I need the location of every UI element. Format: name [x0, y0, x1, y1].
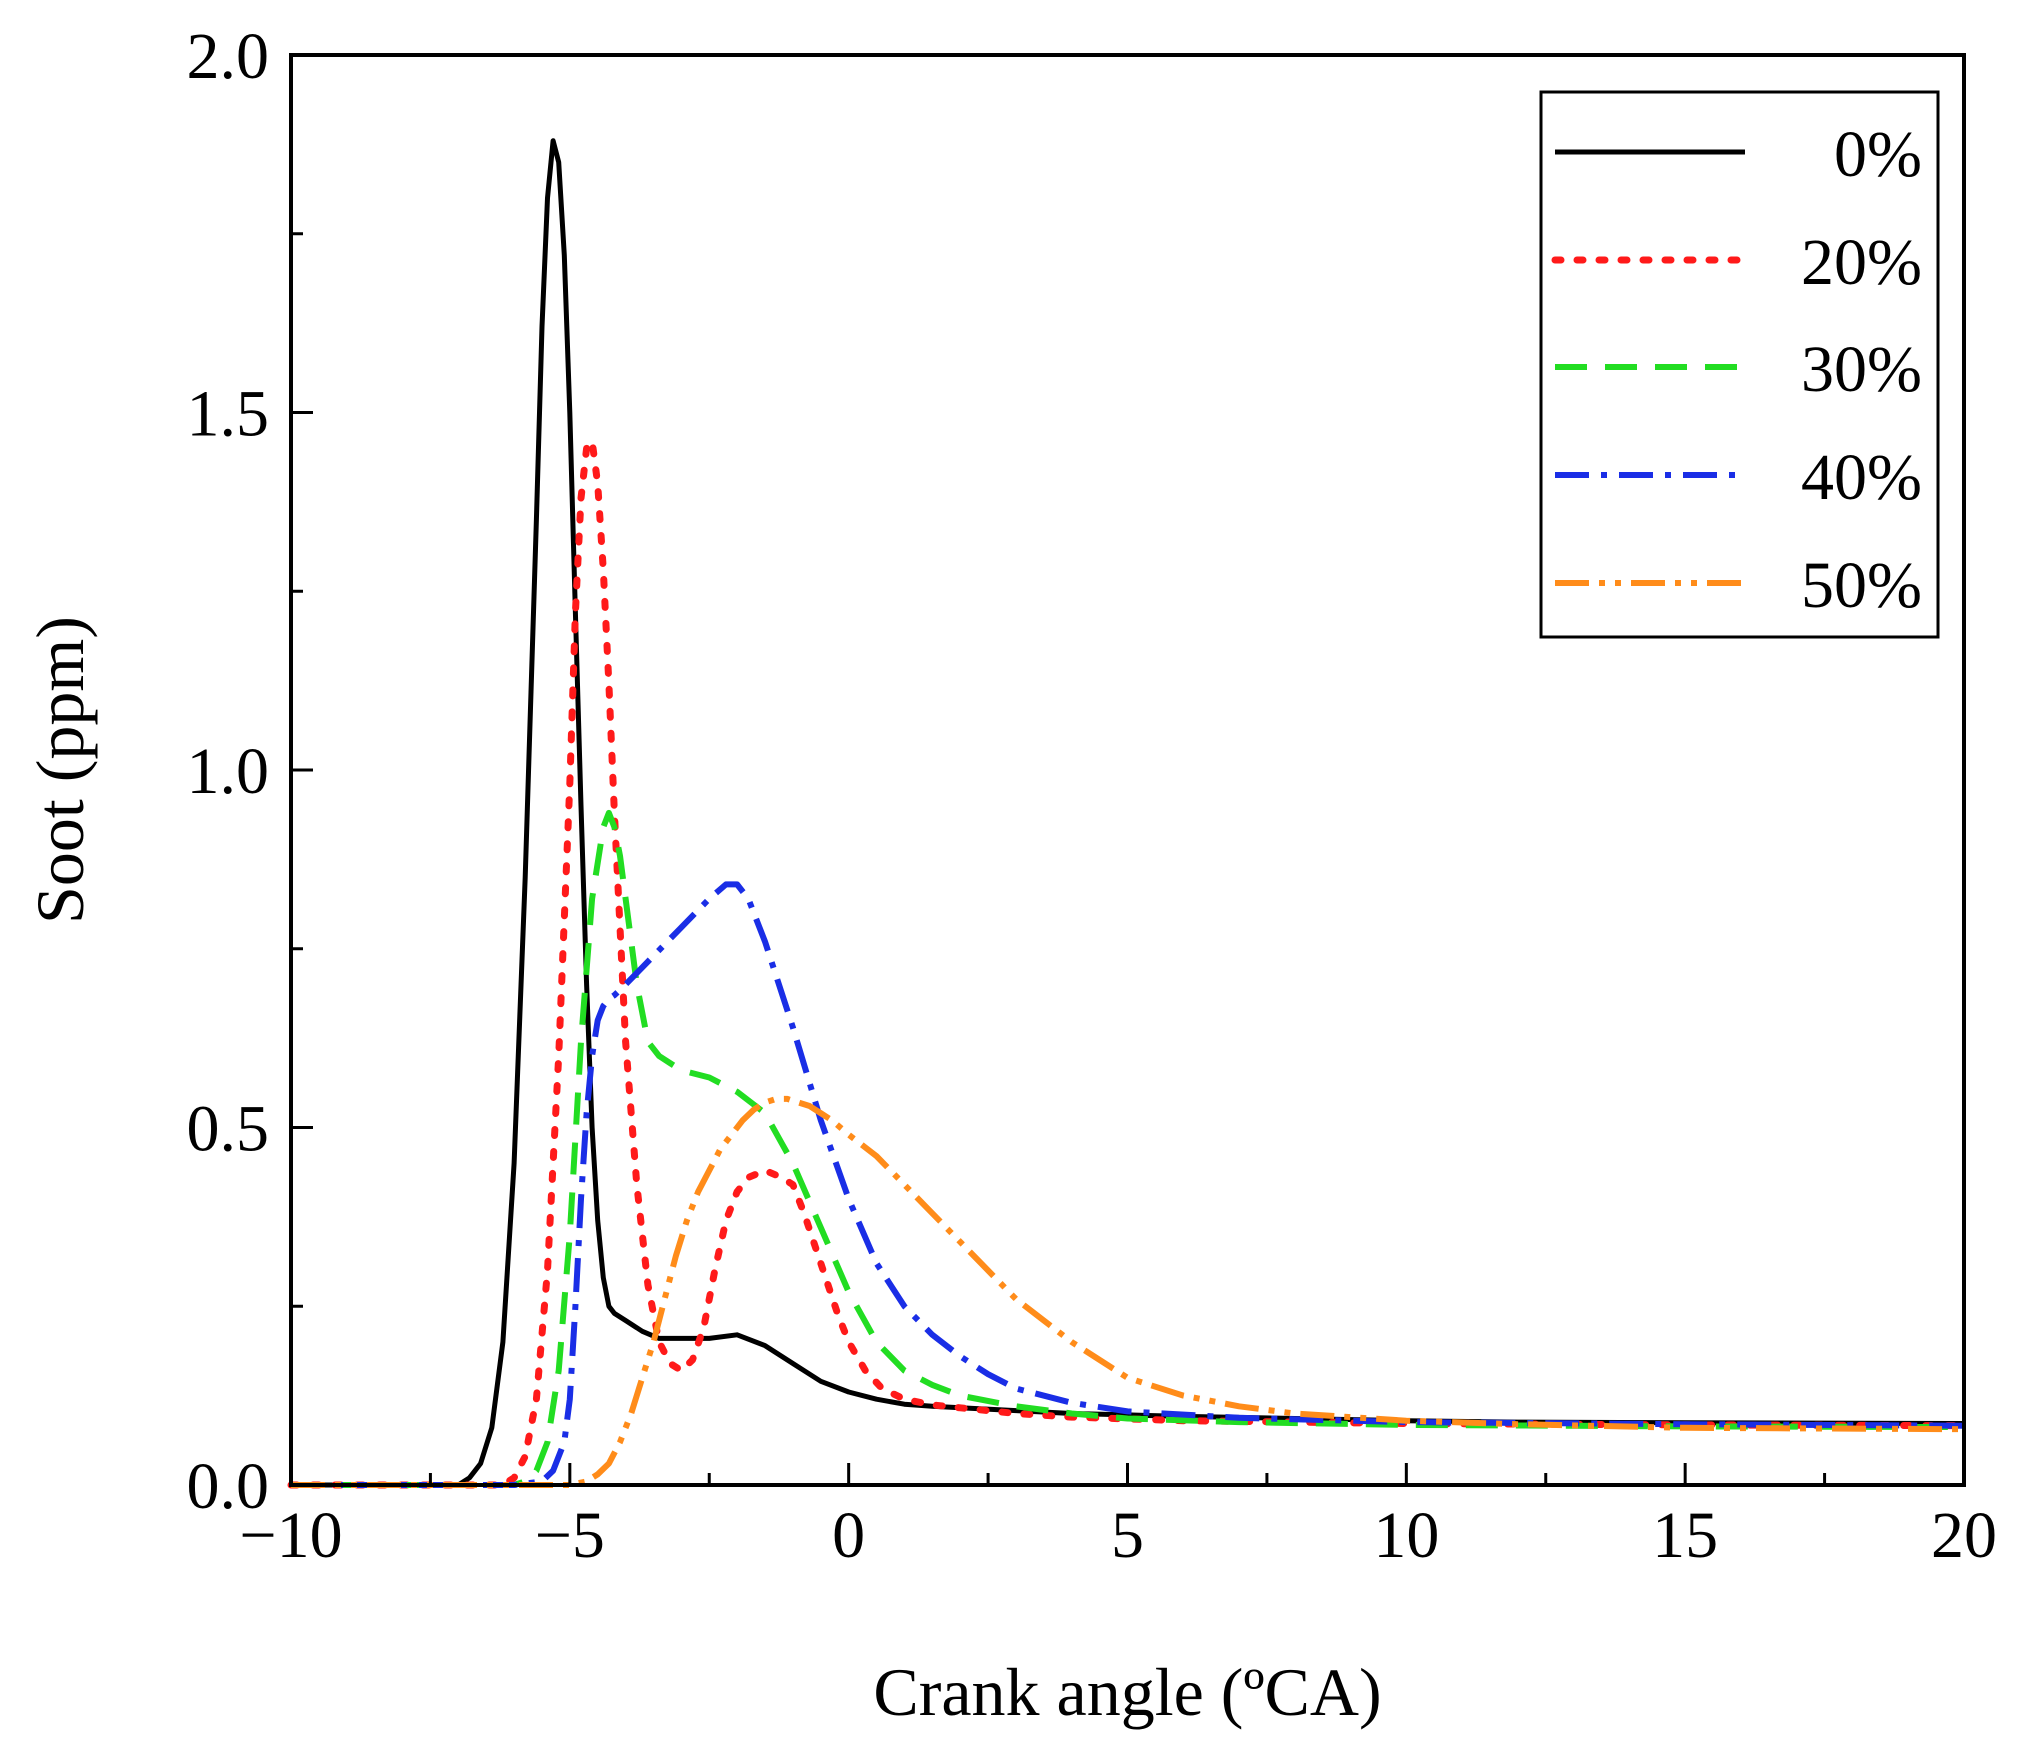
tick-group: −10 −5 0 5 10 15 20 0.0 0.5 1.0 1.5 2.0 [187, 20, 1998, 1572]
y-tick-label: 0.5 [187, 1093, 270, 1166]
x-tick-label: 0 [832, 1499, 865, 1572]
legend: 0% 20% 30% 40% 50% [1539, 90, 1940, 639]
legend-label-3: 40% [1801, 441, 1922, 514]
y-tick-label: 2.0 [187, 20, 270, 93]
series-group [287, 138, 1968, 1489]
series-line-4 [291, 1095, 1965, 1488]
legend-label-0: 0% [1834, 118, 1922, 191]
y-tick-label: 1.5 [187, 378, 270, 451]
legend-label-1: 20% [1801, 226, 1922, 299]
x-tick-label: −5 [535, 1499, 605, 1572]
x-tick-label: 5 [1111, 1499, 1144, 1572]
y-tick-label: 1.0 [187, 735, 270, 808]
legend-label-4: 50% [1801, 549, 1922, 622]
x-tick-label: −10 [239, 1499, 342, 1572]
x-tick-label: 15 [1652, 1499, 1718, 1572]
x-tick-label: 10 [1373, 1499, 1439, 1572]
series-line-2 [291, 809, 1965, 1488]
series-line-1 [287, 437, 1968, 1489]
plot-area-frame [289, 53, 1966, 1487]
x-tick-label: 20 [1931, 1499, 1997, 1572]
y-tick-label: 0.0 [187, 1450, 270, 1523]
x-axis-title: Crank angle (ºCA) [873, 1654, 1381, 1730]
legend-label-2: 30% [1801, 333, 1922, 406]
y-axis-title: Soot (ppm) [22, 616, 98, 924]
series-line-3 [291, 881, 1965, 1488]
